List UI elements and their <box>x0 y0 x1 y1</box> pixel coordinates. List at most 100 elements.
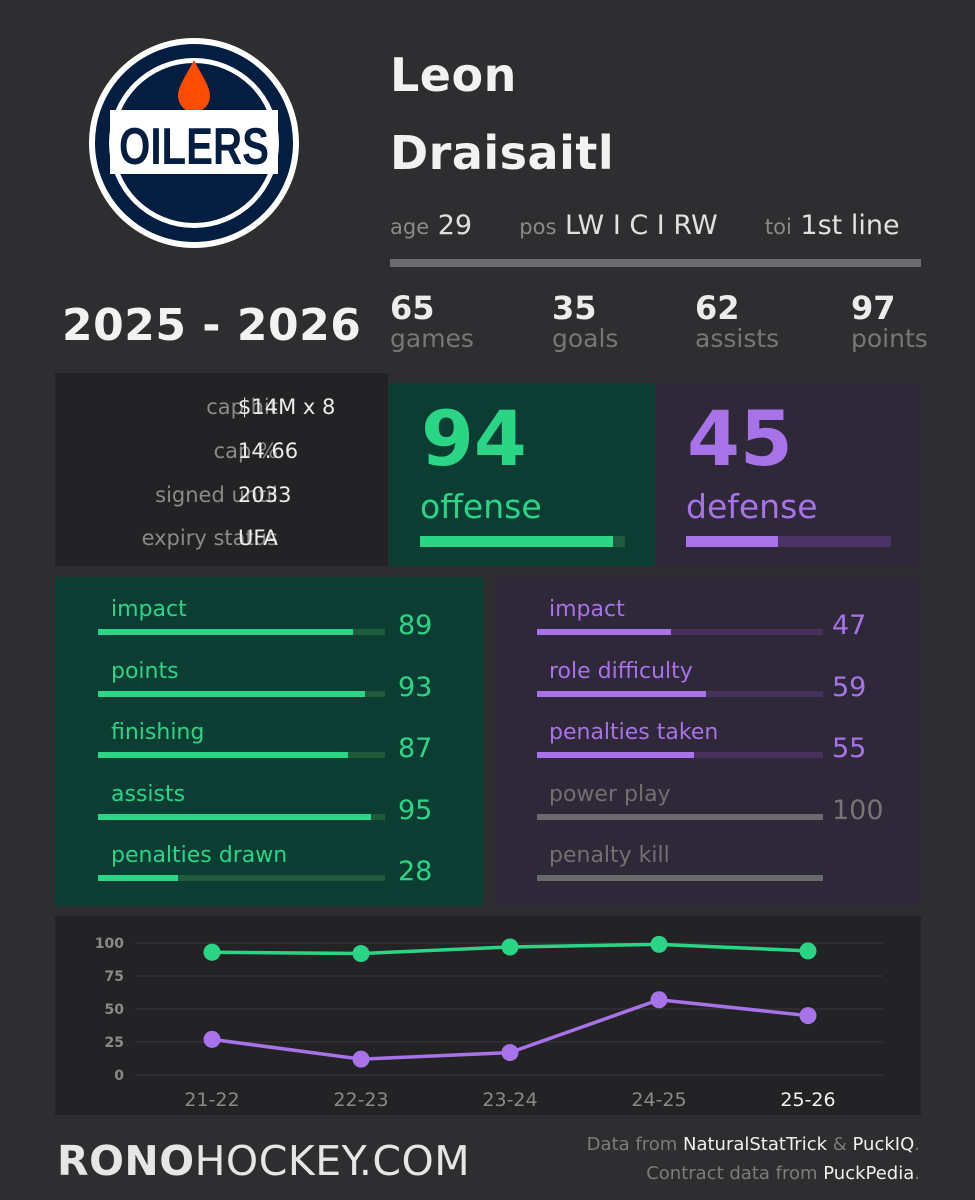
age-value: 29 <box>437 210 473 241</box>
defense-point <box>650 991 668 1009</box>
offense-label: offense <box>420 487 542 526</box>
y-tick-label: 25 <box>105 1035 124 1051</box>
x-tick-label: 22-23 <box>333 1089 388 1111</box>
stat-assists: 62 assists <box>695 289 779 352</box>
x-tick-label: 21-22 <box>184 1089 239 1111</box>
stat-value: 65 <box>390 289 435 327</box>
offense-point <box>799 942 817 960</box>
metric-label: finishing <box>111 720 205 745</box>
defense-label: defense <box>686 487 818 526</box>
offense-point <box>501 938 519 956</box>
stat-value: 62 <box>695 289 740 327</box>
metric-bar <box>98 875 385 881</box>
defense-summary: 45 defense <box>655 383 921 566</box>
metric-bar <box>537 813 823 820</box>
metric-bar-fill <box>98 875 179 881</box>
metric-bar-fill <box>537 875 823 881</box>
source-prefix: Data from <box>586 1134 683 1155</box>
player-meta: age 29 pos LW I C I RW toi 1st line <box>390 210 900 241</box>
metric-value: 93 <box>398 671 433 703</box>
pos-label: pos <box>519 215 557 239</box>
metric-bar <box>537 875 823 881</box>
y-tick-label: 0 <box>114 1068 124 1084</box>
defense-point <box>352 1050 370 1068</box>
metric-label: penalty kill <box>549 843 670 868</box>
contract-source-end: . <box>914 1163 920 1184</box>
metric-value: 87 <box>398 733 433 764</box>
y-tick-label: 50 <box>105 1002 125 1018</box>
contract-label: signed until <box>155 483 278 507</box>
stat-value: 97 <box>851 289 896 327</box>
trend-chart-svg: 0 25 50 75 100 21-22 22-23 23-24 24-25 25-26 <box>95 935 883 1111</box>
brand-wordmark: RONOHOCKEY.COM <box>57 1137 470 1185</box>
player-last-name: Draisaitl <box>390 126 615 180</box>
source-puckiq[interactable]: PuckIQ <box>852 1134 915 1155</box>
metric-label: role difficulty <box>549 658 693 684</box>
metric-bar <box>98 629 385 635</box>
stat-label: points <box>851 323 928 353</box>
contract-value: 14.66 <box>238 439 299 463</box>
contract-value: $14M x 8 <box>238 395 336 419</box>
logo-text: OILERS <box>119 118 269 176</box>
defense-point <box>501 1044 519 1062</box>
defense-metrics-panel: impact 47 role difficulty 59 penalties taken… <box>494 577 921 906</box>
metric-bar <box>98 813 385 820</box>
metric-bar <box>98 752 385 758</box>
stat-label: goals <box>552 323 619 353</box>
metric-bar-fill <box>98 690 365 697</box>
toi-label: toi <box>764 215 792 239</box>
y-tick-label: 100 <box>95 936 124 952</box>
metric-bar-fill <box>537 813 823 820</box>
stat-label: games <box>390 323 474 353</box>
trend-chart: 0 25 50 75 100 21-22 22-23 23-24 24-25 25-26 <box>55 916 921 1115</box>
metric-label: assists <box>111 781 186 807</box>
stat-goals: 35 goals <box>552 289 619 353</box>
source-puckpedia[interactable]: PuckPedia <box>823 1163 915 1184</box>
player-first-name: Leon <box>390 48 517 102</box>
source-naturalstattrick[interactable]: NaturalStatTrick <box>682 1134 828 1155</box>
brand-bold: RONO <box>57 1137 195 1185</box>
offense-metrics-panel: impact 89 points 93 finishing 87 assists 95 pena… <box>55 577 483 906</box>
metric-value: 47 <box>832 610 867 641</box>
metric-bar-fill <box>98 752 348 758</box>
contract-source-prefix: Contract data from <box>646 1163 824 1184</box>
metric-value: 59 <box>832 671 867 703</box>
contract-label: cap % <box>213 439 278 463</box>
data-source-line: Data from NaturalStatTrick & PuckIQ. <box>587 1134 920 1155</box>
metric-label: penalties drawn <box>111 843 288 868</box>
metric-value: 28 <box>398 856 433 887</box>
brand-rest: HOCKEY.COM <box>194 1137 471 1185</box>
defense-score: 45 <box>687 394 793 483</box>
metric-bar-fill <box>98 813 371 820</box>
stat-points: 97 points <box>851 289 928 353</box>
defense-point <box>203 1030 221 1048</box>
metric-label: power play <box>549 781 671 807</box>
x-tick-label: 25-26 <box>780 1089 835 1111</box>
stat-games: 65 games <box>390 289 474 353</box>
y-tick-label: 75 <box>105 969 124 985</box>
metric-label: penalties taken <box>549 720 719 745</box>
offense-bar <box>420 536 625 547</box>
metric-bar <box>98 690 385 697</box>
stat-value: 35 <box>552 289 597 327</box>
metric-bar-fill <box>537 690 706 697</box>
offense-summary: 94 offense <box>389 383 655 566</box>
metric-bar <box>537 690 823 697</box>
contract-label: expiry status <box>141 526 278 550</box>
metric-label: impact <box>549 597 625 622</box>
contract-panel: cap hit $14M x 8 cap % 14.66 signed unti… <box>55 373 388 566</box>
offense-bar-fill <box>420 536 613 547</box>
metric-value: 89 <box>398 610 433 641</box>
offense-point <box>352 945 370 963</box>
contract-value: 2033 <box>238 483 292 507</box>
pos-value: LW I C I RW <box>564 210 718 241</box>
metric-label: points <box>111 658 179 684</box>
metric-value: 55 <box>832 733 867 764</box>
header-divider <box>390 259 921 267</box>
contract-label: cap hit <box>206 395 278 419</box>
x-tick-label: 24-25 <box>631 1089 686 1111</box>
metric-bar-fill <box>98 629 354 635</box>
metric-bar-fill <box>537 752 695 758</box>
offense-point <box>650 935 668 953</box>
metric-bar <box>537 752 823 758</box>
